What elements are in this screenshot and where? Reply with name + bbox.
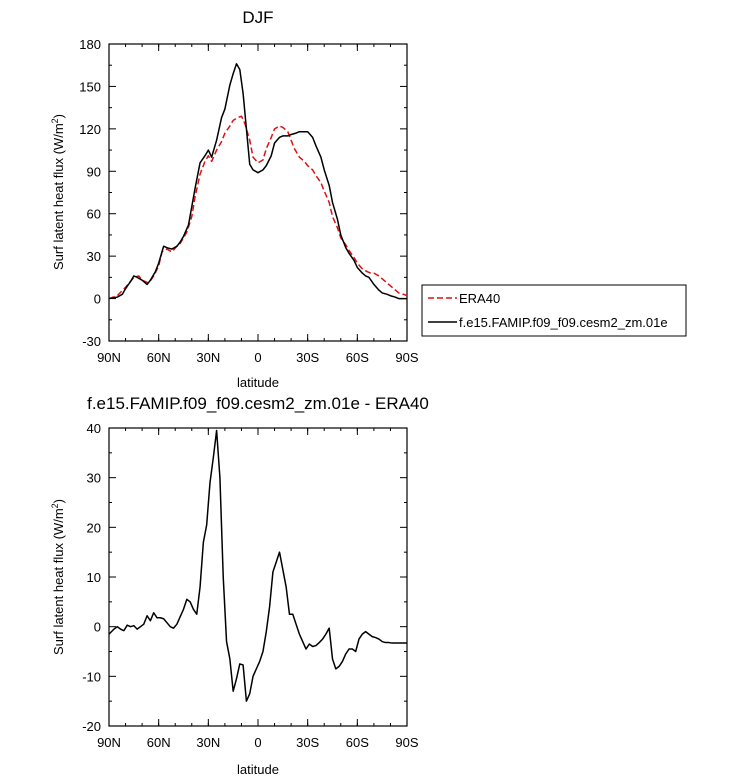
top-plot-frame bbox=[108, 43, 408, 342]
top-legend: ERA40 f.e15.FAMIP.f09_f09.cesm2_zm.01e bbox=[421, 284, 687, 337]
top-x-tick-label: 30S bbox=[296, 350, 319, 365]
top-axis-ticks: 90N 60N 30N 0 30S 60S 90S -30 0 30 60 90 120 150 180 bbox=[79, 37, 419, 365]
bottom-y-tick-label: -20 bbox=[82, 719, 101, 734]
top-series-line-cesm2 bbox=[108, 63, 407, 300]
top-y-axis-label-main: Surf latent heat flux (W/m bbox=[51, 123, 66, 270]
top-y-tick-label: -30 bbox=[82, 334, 101, 349]
bottom-y-axis-label: Surf latent heat flux (W/m2) bbox=[50, 499, 66, 655]
bottom-y-tick-label: 10 bbox=[87, 570, 101, 585]
top-chart-title: DJF bbox=[242, 8, 273, 27]
top-y-axis-label-sup: 2 bbox=[50, 118, 60, 123]
top-series-line-era40 bbox=[108, 115, 408, 300]
top-y-tick-label: 0 bbox=[94, 292, 101, 307]
bottom-y-tick-label: 40 bbox=[87, 421, 101, 436]
top-x-tick-label: 60N bbox=[147, 350, 171, 365]
bottom-plot-frame bbox=[108, 427, 408, 727]
bottom-y-axis-label-main: Surf latent heat flux (W/m bbox=[51, 508, 66, 655]
bottom-x-tick-label: 30S bbox=[296, 735, 319, 750]
legend-label-era40: ERA40 bbox=[459, 291, 500, 306]
bottom-series-lines bbox=[108, 429, 407, 702]
bottom-series-line-difference bbox=[108, 429, 407, 702]
top-x-tick-label: 90S bbox=[395, 350, 418, 365]
bottom-panel: f.e15.FAMIP.f09_f09.cesm2_zm.01e - ERA40… bbox=[50, 394, 429, 777]
top-x-tick-label: 0 bbox=[254, 350, 261, 365]
bottom-axis-ticks: 90N 60N 30N 0 30S 60S 90S -20 -10 0 10 20 30 40 bbox=[82, 421, 419, 750]
top-y-tick-label: 120 bbox=[79, 122, 101, 137]
top-panel: DJF 90N 60N 30N 0 30S 60S 90S -30 0 30 60 90 120 150 1… bbox=[50, 8, 687, 390]
legend-label-cesm2: f.e15.FAMIP.f09_f09.cesm2_zm.01e bbox=[459, 315, 668, 330]
top-x-tick-label: 30N bbox=[196, 350, 220, 365]
bottom-y-tick-label: 0 bbox=[94, 620, 101, 635]
legend-box bbox=[421, 284, 687, 337]
bottom-x-tick-label: 90S bbox=[395, 735, 418, 750]
top-x-tick-label: 90N bbox=[97, 350, 121, 365]
top-y-tick-label: 150 bbox=[79, 79, 101, 94]
top-y-axis-label-close: ) bbox=[51, 114, 66, 118]
bottom-y-axis-label-sup: 2 bbox=[50, 503, 60, 508]
bottom-x-axis-label: latitude bbox=[237, 762, 279, 777]
top-y-tick-label: 180 bbox=[79, 37, 101, 52]
bottom-x-tick-label: 60S bbox=[346, 735, 369, 750]
top-x-axis-label: latitude bbox=[237, 375, 279, 390]
top-series-lines bbox=[108, 63, 408, 300]
top-y-tick-label: 90 bbox=[87, 164, 101, 179]
bottom-x-tick-label: 60N bbox=[147, 735, 171, 750]
bottom-x-tick-label: 90N bbox=[97, 735, 121, 750]
top-y-axis-label: Surf latent heat flux (W/m2) bbox=[50, 114, 66, 270]
bottom-chart-title: f.e15.FAMIP.f09_f09.cesm2_zm.01e - ERA40 bbox=[87, 394, 429, 413]
top-y-tick-label: 60 bbox=[87, 207, 101, 222]
bottom-y-axis-label-close: ) bbox=[51, 499, 66, 503]
top-y-tick-label: 30 bbox=[87, 249, 101, 264]
top-x-tick-label: 60S bbox=[346, 350, 369, 365]
bottom-y-tick-label: 20 bbox=[87, 520, 101, 535]
bottom-y-tick-label: 30 bbox=[87, 471, 101, 486]
bottom-x-tick-label: 0 bbox=[254, 735, 261, 750]
bottom-x-tick-label: 30N bbox=[196, 735, 220, 750]
bottom-y-tick-label: -10 bbox=[82, 669, 101, 684]
